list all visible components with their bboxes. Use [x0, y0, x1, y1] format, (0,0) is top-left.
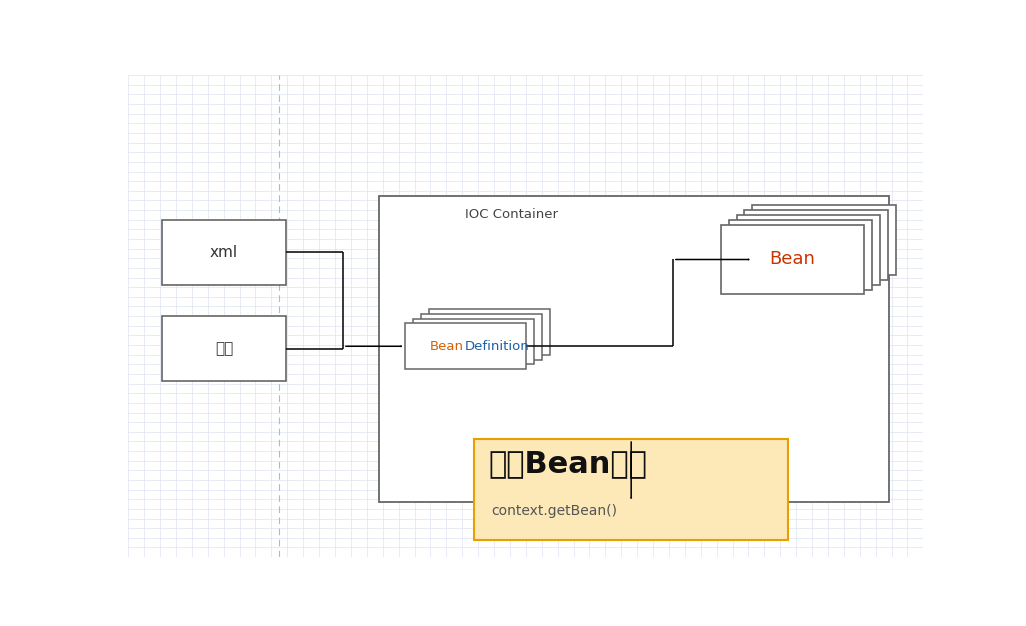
Text: Bean: Bean [430, 340, 464, 353]
Bar [421, 314, 542, 359]
Bar [162, 316, 285, 381]
Bar [162, 220, 285, 285]
Text: context.getBean(): context.getBean() [491, 505, 618, 518]
Text: IOC Container: IOC Container [465, 208, 558, 221]
Bar [405, 324, 526, 369]
Bar [745, 210, 887, 280]
Bar [720, 225, 864, 294]
Bar [474, 439, 788, 540]
Bar [752, 205, 896, 275]
Text: 获取Bean对象: 获取Bean对象 [488, 449, 647, 479]
Bar [737, 215, 879, 285]
Bar [728, 220, 872, 290]
Text: Definition: Definition [465, 340, 529, 353]
Bar [429, 309, 550, 355]
Bar [412, 319, 534, 364]
Text: xml: xml [210, 245, 238, 260]
Text: Bean: Bean [770, 250, 815, 269]
Bar [379, 195, 890, 501]
Text: 注解: 注解 [214, 341, 233, 356]
